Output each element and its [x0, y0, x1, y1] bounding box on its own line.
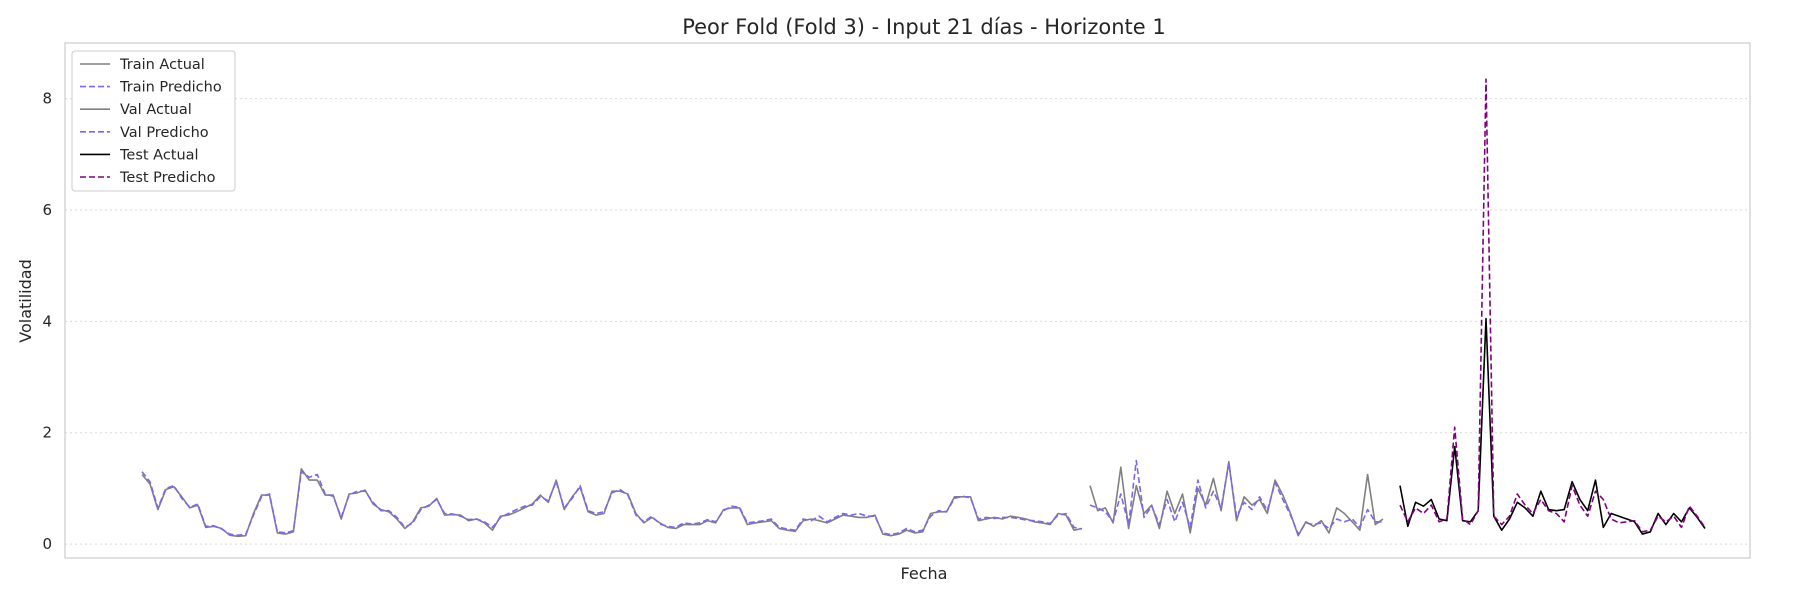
- legend-label: Test Predicho: [119, 170, 216, 186]
- chart-title: Peor Fold (Fold 3) - Input 21 días - Hor…: [682, 15, 1166, 39]
- y-tick-label: 4: [42, 312, 52, 330]
- legend-label: Train Actual: [119, 57, 205, 73]
- series-line-val-actual: [1089, 460, 1384, 537]
- plot-frame: [64, 42, 1751, 559]
- y-tick-label: 8: [42, 90, 52, 108]
- series-line-train-actual: [141, 468, 1083, 538]
- legend: Train Actual Train Predicho Val Actual Val …: [71, 50, 236, 192]
- legend-box: [71, 50, 236, 192]
- y-tick-label: 0: [42, 535, 52, 553]
- series-line-train-predicho: [141, 470, 1083, 537]
- legend-label: Test Actual: [119, 147, 199, 163]
- series-line-test-predicho: [1399, 78, 1706, 533]
- x-axis-label: Fecha: [901, 564, 948, 583]
- y-axis-ticks: 0 2 4 6 8: [42, 90, 52, 553]
- legend-label: Val Predicho: [120, 125, 209, 141]
- legend-label: Train Predicho: [119, 80, 222, 96]
- y-tick-label: 6: [42, 201, 52, 219]
- legend-label: Val Actual: [120, 102, 192, 118]
- y-axis-label: Volatilidad: [16, 259, 35, 342]
- grid-lines: [65, 98, 1750, 545]
- series-line-test-actual: [1399, 317, 1706, 535]
- series-line-val-predicho: [1089, 459, 1383, 535]
- series-lines: [141, 78, 1706, 538]
- y-tick-label: 2: [42, 424, 52, 442]
